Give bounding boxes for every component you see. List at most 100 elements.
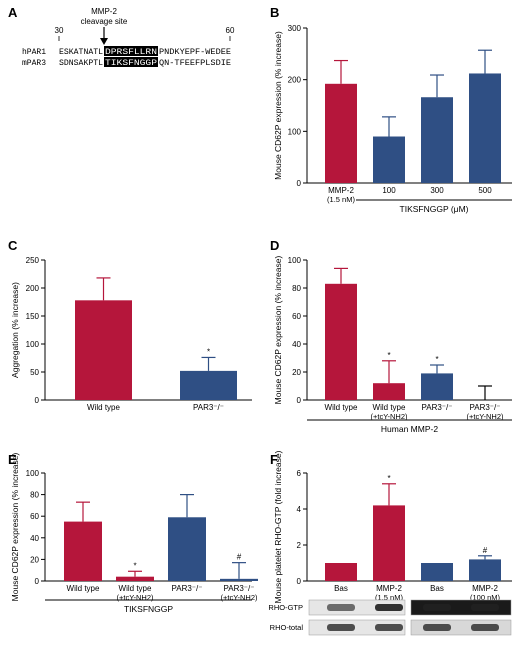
x-tick-sublabel: (100 nM) [470,593,501,602]
blot-band [375,604,403,611]
cleavage-site-label-2: cleavage site [81,17,128,26]
blot-label: RHO-total [270,623,304,632]
bar [325,83,357,183]
position-end: 60 [226,26,235,35]
group-label: TIKSFNGGP [124,604,173,614]
position-start: 30 [55,26,64,35]
cleavage-site-label: MMP-2 [91,7,117,16]
y-tick-label: 0 [297,396,302,405]
bar [220,578,258,581]
bar [421,373,453,400]
cleavage-arrowhead [100,38,108,45]
sequence-name-hpar1: hPAR1 [22,48,46,57]
panel-letter-f: F [270,452,278,467]
panel-letter-c: C [8,238,18,253]
y-axis-label: Aggregation (% increase) [10,282,20,378]
bar [373,383,405,400]
y-tick-label: 300 [288,24,302,33]
bar [469,73,501,183]
panel-a: A MMP-2 cleavage site 30 60 hPAR1 ESKATN… [8,5,235,68]
blot-band [471,604,499,611]
bar [421,97,453,183]
significance-mark: * [435,355,438,364]
blot-band [327,624,355,631]
x-tick-label: PAR3⁻/⁻ [470,403,501,412]
y-tick-label: 80 [30,491,39,500]
panel-letter-b: B [270,5,279,20]
y-tick-label: 150 [26,312,40,321]
y-axis-label: Mouse CD62P expression (% increase) [10,453,20,602]
y-tick-label: 20 [292,368,301,377]
panel-letter-a: A [8,5,18,20]
blot-label: RHO-GTP [268,603,303,612]
group-label: Human MMP-2 [381,424,438,434]
bar [116,576,154,581]
x-tick-sublabel: (+tcY-NH2) [466,412,504,421]
y-tick-label: 0 [297,577,302,586]
y-axis-label: Mouse platelet RHO-GTP (fold increase) [273,450,283,603]
blot-band [423,604,451,611]
x-tick-sublabel: (+tcY-NH2) [116,593,154,602]
x-tick-label: Wild type [87,403,120,412]
y-tick-label: 6 [297,469,302,478]
bar [469,559,501,581]
significance-mark: * [387,351,390,360]
significance-mark: * [133,561,136,570]
panel-f: F 0 2 4 6 Mouse platelet RHO-GTP (fold increa… [268,450,512,636]
y-tick-label: 4 [297,505,302,514]
group-label: TIKSFNGGP (μM) [400,204,469,214]
y-tick-label: 40 [30,534,39,543]
y-tick-label: 80 [292,284,301,293]
blot-band [423,624,451,631]
sequence-highlight-text-mpar3: TIKSFNGGP [105,59,157,68]
x-tick-label: PAR3⁻/⁻ [224,584,255,593]
significance-mark: # [237,553,242,562]
y-tick-label: 50 [30,368,39,377]
blot-strip [308,599,406,616]
panel-b: B 0 100 200 300 Mouse CD62P expression (% inc… [270,5,512,214]
y-tick-label: 200 [26,284,40,293]
x-tick-label: Bas [430,584,444,593]
x-tick-label: 500 [478,186,492,195]
bar [75,300,132,400]
blot-band [471,624,499,631]
bar [373,136,405,183]
bar [373,505,405,581]
bar [168,517,206,581]
significance-mark: * [387,474,390,483]
sequence-name-mpar3: mPAR3 [22,59,46,68]
x-tick-label: Bas [334,584,348,593]
x-tick-label: Wild type [67,584,100,593]
x-tick-label: 100 [382,186,396,195]
y-tick-label: 0 [35,396,40,405]
panel-e: E 0 20 40 60 80 100 Mouse CD62P expression (% i… [8,452,258,614]
blot-strip [410,599,512,616]
x-tick-sublabel: (1.5 nM) [327,195,355,204]
x-tick-label: 300 [430,186,444,195]
x-tick-label: MMP-2 [376,584,402,593]
bar [325,283,357,400]
y-tick-label: 20 [30,555,39,564]
sequence-pre-mpar3: SDNSAKPTL [59,59,103,68]
x-tick-label: PAR3⁻/⁻ [422,403,453,412]
y-tick-label: 250 [26,256,40,265]
x-tick-sublabel: (1.5 nM) [375,593,403,602]
bar [421,563,453,581]
bar [325,563,357,581]
y-axis-label: Mouse CD62P expression (% increase) [273,256,283,405]
bar [64,521,102,581]
blot-band [375,624,403,631]
bar [180,370,237,400]
sequence-highlight-mpar3 [104,57,158,67]
y-tick-label: 60 [292,312,301,321]
sequence-highlight-text-hpar1: DPRSFLLRN [105,48,157,57]
y-tick-label: 0 [35,577,40,586]
y-tick-label: 100 [288,127,302,136]
y-tick-label: 0 [297,179,302,188]
x-tick-label: Wild type [119,584,152,593]
y-tick-label: 100 [26,469,40,478]
y-tick-label: 100 [288,256,302,265]
sequence-highlight-hpar1 [104,46,158,56]
significance-mark: * [207,347,210,356]
